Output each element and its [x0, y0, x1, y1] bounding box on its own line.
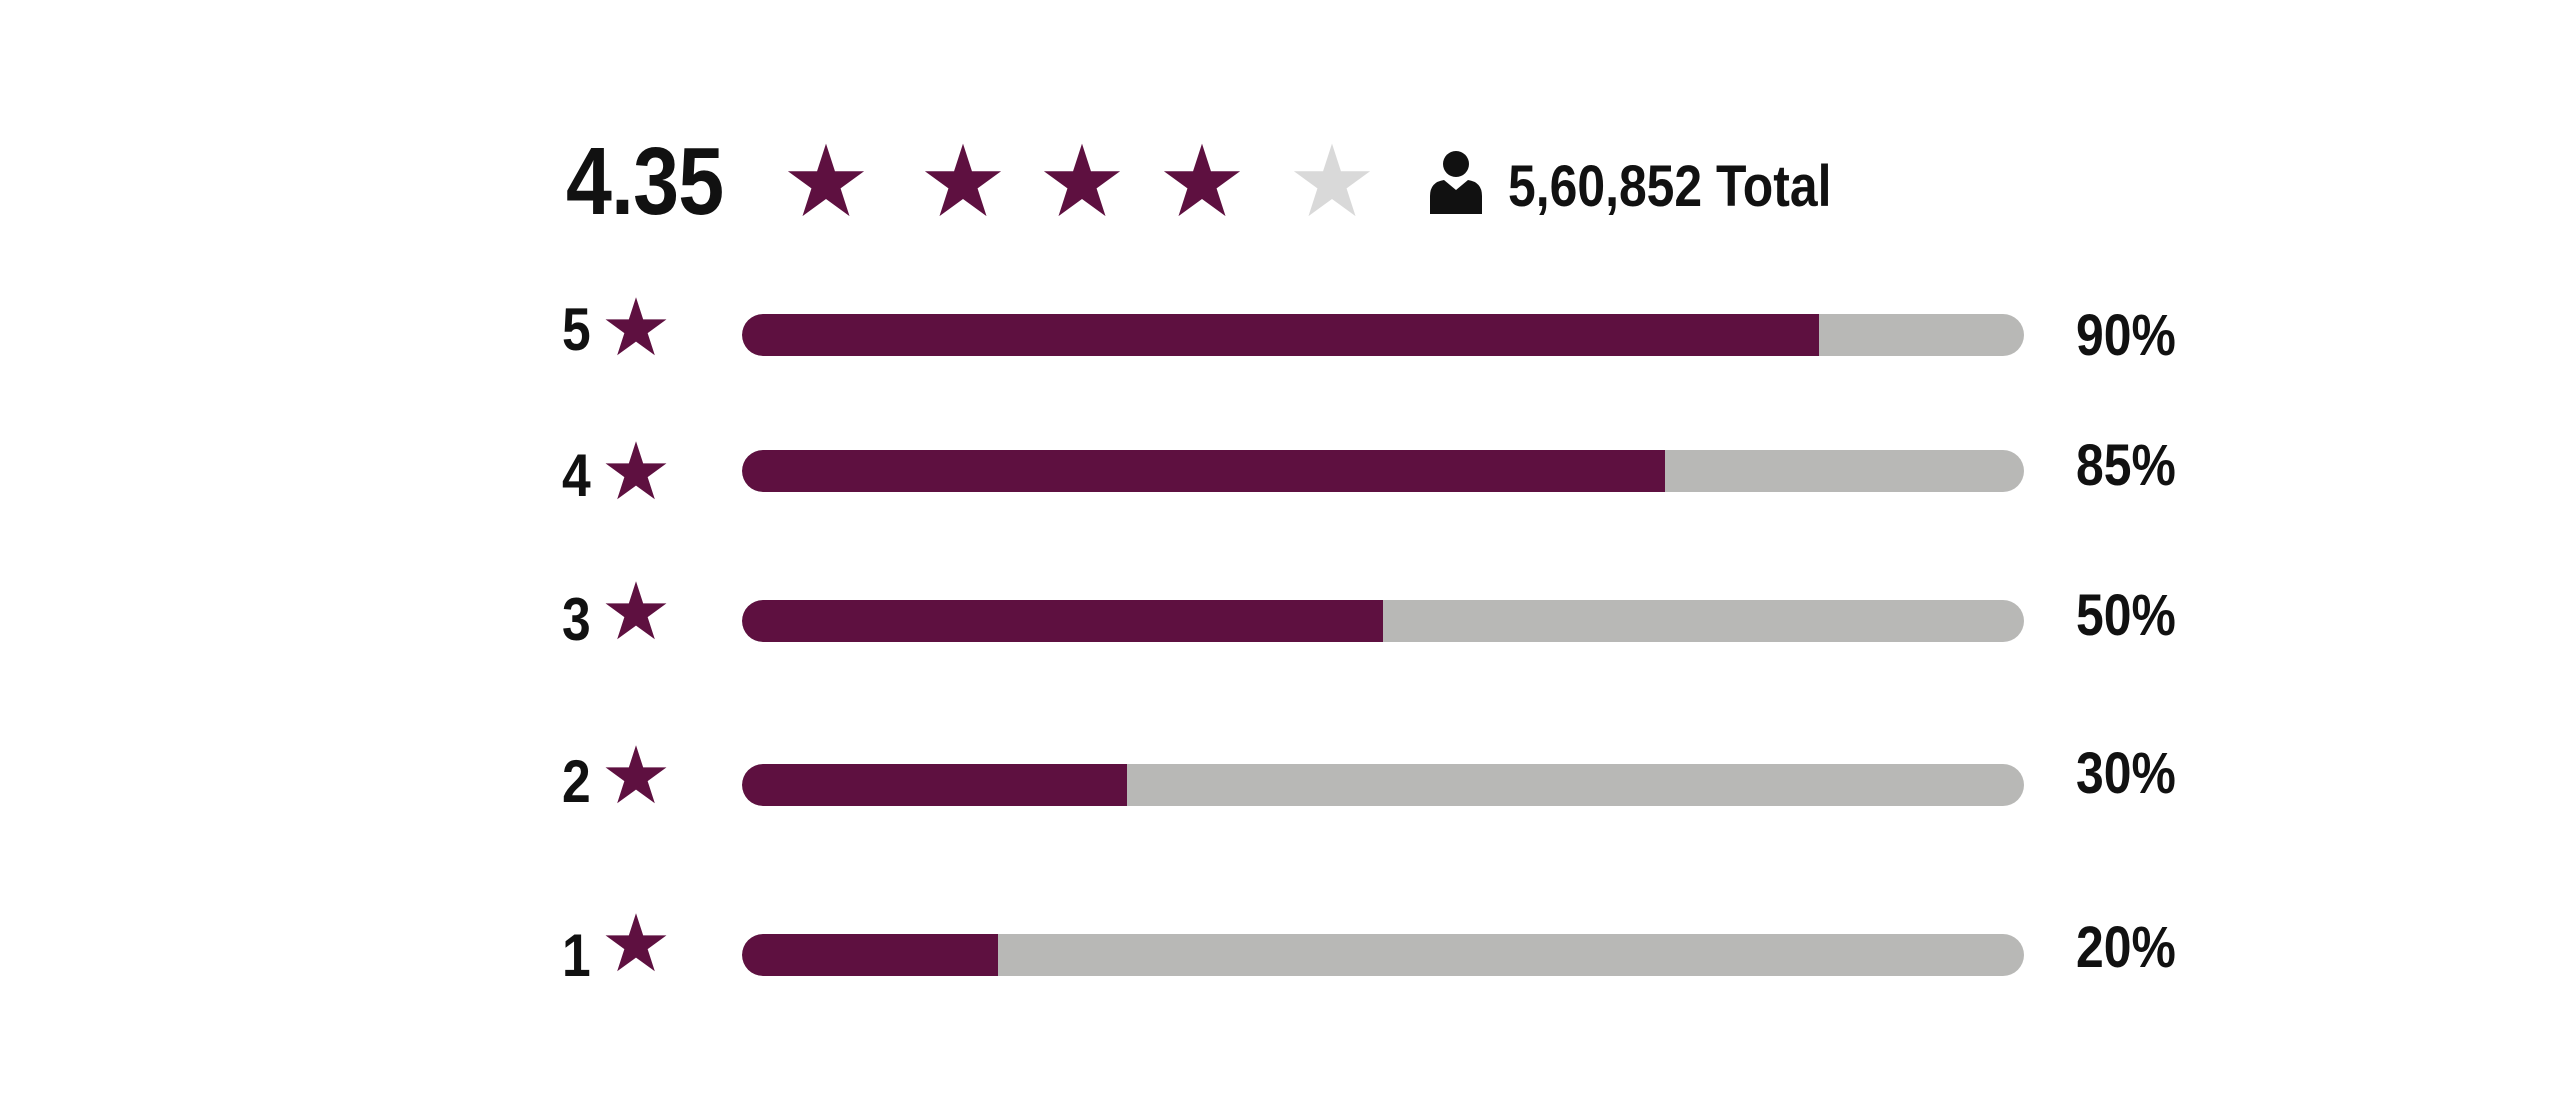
row-percent: 85% [2076, 433, 2176, 498]
row-star-count: 2 [562, 748, 591, 815]
star-icon [605, 297, 667, 356]
star-icon [787, 143, 865, 217]
rating-row-4: 4 85% [562, 436, 2262, 506]
star-icon [605, 441, 667, 500]
progress-fill [742, 764, 1127, 806]
progress-fill [742, 934, 999, 976]
progress-track [742, 314, 2024, 356]
star-3 [1043, 143, 1121, 217]
row-star-count: 1 [562, 922, 591, 989]
rating-row-1: 1 20% [562, 912, 2262, 986]
row-percent: 30% [2076, 741, 2176, 806]
star-4 [1163, 143, 1241, 217]
star-2 [924, 143, 1002, 217]
row-percent: 20% [2076, 915, 2176, 980]
row-star-count: 5 [562, 296, 591, 363]
star-icon [1043, 143, 1121, 217]
progress-track [742, 600, 2024, 642]
star-icon [924, 143, 1002, 217]
average-rating: 4.35 [566, 128, 724, 235]
progress-fill [742, 600, 1383, 642]
row-star-count: 3 [562, 586, 591, 653]
rating-row-2: 2 30% [562, 744, 2262, 814]
row-star-count: 4 [562, 442, 591, 509]
row-percent: 90% [2076, 303, 2176, 368]
progress-track [742, 450, 2024, 492]
star-icon [605, 581, 667, 640]
progress-track [742, 764, 2024, 806]
progress-fill [742, 314, 1819, 356]
total-ratings: 5,60,852 Total [1508, 154, 1832, 219]
row-percent: 50% [2076, 583, 2176, 648]
rating-row-5: 5 90% [562, 296, 2262, 366]
progress-track [742, 934, 2024, 976]
star-icon [605, 913, 667, 972]
star-5 [1293, 143, 1371, 217]
progress-fill [742, 450, 1666, 492]
star-icon [1293, 143, 1371, 217]
person-icon [1430, 151, 1482, 214]
star-icon [605, 745, 667, 804]
star-icon [1163, 143, 1241, 217]
rating-row-3: 3 50% [562, 580, 2262, 650]
rating-summary: 4.35 5,60,852 Total [566, 132, 1966, 232]
star-1 [787, 143, 865, 217]
